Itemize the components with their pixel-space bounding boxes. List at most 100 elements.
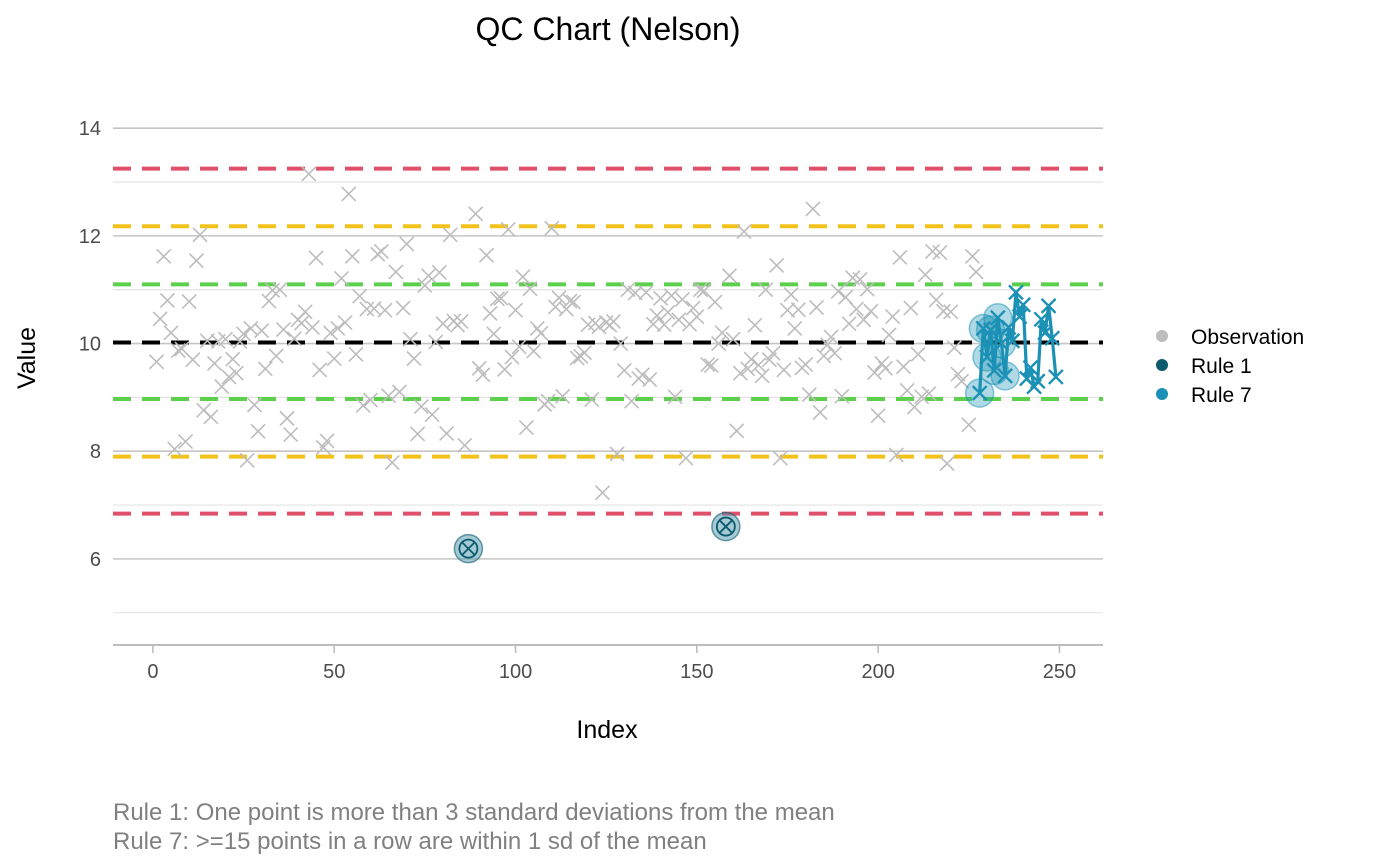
- x-marker-stroke: [660, 304, 676, 320]
- x-marker-stroke: [1011, 308, 1028, 325]
- x-marker-stroke: [975, 320, 992, 337]
- rule7-point: [979, 349, 995, 365]
- observation-point: [856, 312, 872, 328]
- x-marker-stroke: [319, 433, 335, 449]
- observation-point: [562, 293, 578, 309]
- x-marker-stroke: [642, 372, 658, 388]
- x-marker-stroke: [856, 312, 872, 328]
- observation-point: [377, 302, 393, 318]
- observation-point: [257, 361, 273, 377]
- x-marker-stroke: [272, 282, 288, 298]
- observation-point: [634, 367, 651, 383]
- x-marker-stroke: [264, 282, 281, 298]
- x-marker-stroke: [254, 323, 270, 339]
- observation-point: [827, 345, 843, 361]
- observation-point: [584, 391, 600, 408]
- x-marker-stroke: [518, 419, 534, 436]
- observation-points: [148, 166, 984, 501]
- x-marker-stroke: [507, 302, 524, 318]
- observation-point: [453, 313, 469, 330]
- x-marker-stroke: [1037, 324, 1053, 341]
- observation-point: [798, 356, 814, 373]
- observation-point: [888, 447, 904, 463]
- observation-point: [344, 248, 360, 264]
- x-marker-stroke: [544, 220, 560, 236]
- observation-point: [286, 331, 302, 347]
- observation-point: [823, 329, 839, 345]
- x-marker-stroke: [188, 253, 204, 269]
- x-tick-label: 200: [861, 661, 894, 683]
- observation-point: [892, 249, 908, 265]
- observation-point: [906, 399, 922, 415]
- x-marker-stroke: [457, 437, 473, 453]
- x-marker-stroke: [914, 389, 930, 405]
- observation-point: [235, 326, 252, 342]
- x-marker-stroke: [246, 397, 262, 413]
- rule7-point: [1033, 311, 1050, 328]
- x-marker-stroke: [656, 317, 672, 333]
- x-marker-stroke: [769, 257, 785, 274]
- x-marker-stroke: [312, 362, 328, 378]
- observation-point: [964, 248, 981, 264]
- observation-point: [529, 320, 545, 337]
- x-marker-stroke: [989, 309, 1006, 326]
- x-marker-stroke: [435, 316, 451, 332]
- x-marker-stroke: [192, 227, 208, 243]
- x-marker-stroke: [304, 319, 321, 335]
- observation-point: [341, 186, 357, 202]
- x-marker-stroke: [971, 385, 988, 401]
- observation-point: [555, 388, 571, 404]
- observation-point: [381, 388, 397, 404]
- x-marker-stroke: [591, 319, 607, 335]
- x-marker-stroke: [736, 224, 752, 240]
- x-marker-stroke: [627, 285, 643, 301]
- x-marker-stroke: [268, 348, 284, 364]
- x-marker-stroke: [895, 359, 912, 375]
- x-marker-stroke: [732, 365, 748, 381]
- observation-point: [870, 408, 886, 424]
- x-marker-stroke: [946, 340, 962, 356]
- x-marker-stroke: [932, 245, 948, 261]
- x-marker-stroke: [250, 423, 266, 439]
- observation-point: [703, 358, 719, 374]
- caption-rule1: Rule 1: One point is more than 3 standar…: [113, 799, 835, 826]
- x-marker-stroke: [500, 221, 516, 237]
- x-tick-label: 50: [323, 661, 345, 683]
- x-marker-stroke: [453, 313, 469, 330]
- observation-point: [605, 313, 622, 330]
- x-marker-stroke: [783, 286, 799, 303]
- observation-point: [620, 282, 636, 298]
- rule7-point: [1044, 330, 1061, 347]
- observation-point: [808, 299, 825, 316]
- observation-point: [921, 386, 937, 402]
- x-marker-stroke: [330, 320, 346, 337]
- observation-point: [192, 227, 208, 243]
- legend-key-observation: [1156, 330, 1168, 342]
- x-marker-stroke: [228, 365, 244, 381]
- observation-point: [326, 351, 342, 367]
- x-marker-stroke: [232, 333, 248, 349]
- rule7-point: [986, 362, 1003, 379]
- x-marker-stroke: [986, 362, 1003, 379]
- x-marker-stroke: [721, 268, 738, 284]
- x-marker-stroke: [177, 433, 194, 450]
- observation-point: [653, 290, 669, 306]
- observation-point: [812, 404, 828, 421]
- observation-point: [388, 264, 404, 280]
- observation-point: [866, 365, 883, 381]
- observation-point: [163, 325, 179, 341]
- observation-point: [616, 362, 632, 379]
- x-marker-stroke: [163, 325, 179, 341]
- x-marker-stroke: [533, 325, 549, 341]
- observation-point: [294, 315, 310, 331]
- observation-point: [352, 288, 368, 304]
- rule1-point: [453, 533, 484, 564]
- observation-point: [489, 291, 505, 307]
- x-marker-stroke: [225, 351, 241, 367]
- observation-point: [410, 426, 426, 442]
- observation-point: [743, 351, 759, 367]
- observation-point: [177, 433, 194, 450]
- observation-point: [279, 410, 295, 426]
- x-marker-stroke: [373, 243, 389, 260]
- x-tick-label: 250: [1043, 661, 1076, 683]
